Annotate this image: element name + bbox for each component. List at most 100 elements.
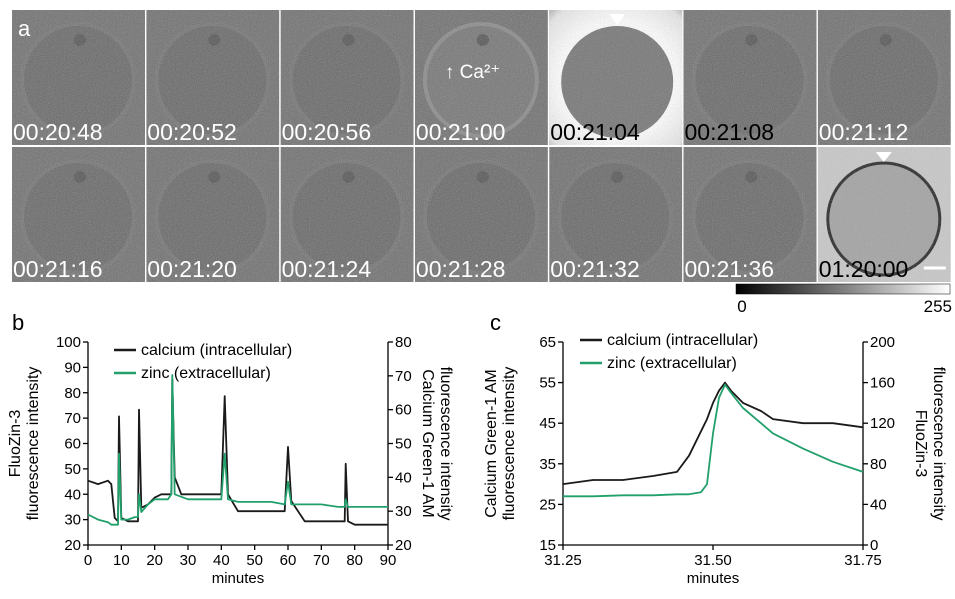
- micrograph: 00:21:36: [683, 147, 817, 282]
- y-tick-label: 25: [539, 496, 556, 513]
- timestamp: 00:21:08: [685, 119, 775, 145]
- y2-tick-label: 0: [870, 537, 878, 554]
- micrograph: 01:20:00: [817, 147, 951, 282]
- micrograph: 00:21:16: [12, 147, 145, 282]
- y2-tick-label: 70: [395, 368, 412, 385]
- y-tick-label: 90: [64, 359, 81, 376]
- y2-tick-label: 160: [870, 375, 895, 392]
- x-tick-label: 31.50: [694, 552, 732, 569]
- timestamp: 00:20:48: [13, 119, 103, 145]
- x-tick-label: 90: [380, 552, 397, 569]
- y2-axis-label: Calcium Green-1 AM: [419, 369, 436, 518]
- y2-tick-label: 80: [395, 334, 412, 351]
- timestamp: 00:21:12: [819, 119, 909, 145]
- micrograph: 00:21:28: [414, 147, 548, 282]
- micrograph: 00:21:20: [146, 147, 280, 282]
- noise: [414, 10, 548, 145]
- noise: [549, 10, 683, 145]
- y-tick-label: 35: [539, 456, 556, 473]
- noise: [683, 10, 817, 145]
- y-tick-label: 50: [64, 461, 81, 478]
- legend-label: zinc (extracellular): [607, 355, 737, 372]
- series-line: [563, 383, 864, 498]
- y-axis-label: fluorescence intensity: [25, 367, 42, 521]
- x-tick-label: 40: [213, 552, 230, 569]
- timestamp: 00:21:28: [416, 256, 506, 282]
- timestamp: 01:20:00: [819, 256, 909, 282]
- noise: [146, 10, 280, 145]
- panel-label: a: [18, 16, 31, 41]
- series-line: [562, 381, 864, 485]
- y-tick-label: 80: [64, 385, 81, 402]
- series-line: [87, 374, 388, 526]
- noise: [280, 147, 414, 282]
- colorbar-label: 255: [924, 297, 952, 316]
- x-axis-label: minutes: [212, 570, 265, 587]
- noise: [549, 147, 683, 282]
- y-tick-label: 30: [64, 512, 81, 529]
- noise: [817, 10, 951, 145]
- y2-axis-label: fluorescence intensity: [930, 367, 947, 521]
- noise: [414, 147, 548, 282]
- x-tick-label: 30: [180, 552, 197, 569]
- y2-axis-label: fluorescence intensity: [437, 367, 454, 521]
- noise: [12, 147, 145, 282]
- y2-tick-label: 20: [395, 537, 412, 554]
- timestamp: 00:20:56: [282, 119, 372, 145]
- noise: [280, 10, 414, 145]
- x-tick-label: 60: [280, 552, 297, 569]
- y-tick-label: 55: [539, 375, 556, 392]
- noise: [12, 10, 145, 145]
- micrograph: 00:21:04: [549, 10, 683, 145]
- y2-tick-label: 80: [870, 456, 887, 473]
- y-tick-label: 65: [539, 334, 556, 351]
- x-tick-label: 80: [346, 552, 363, 569]
- x-axis-label: minutes: [687, 570, 740, 587]
- timestamp: 00:21:32: [550, 256, 640, 282]
- legend-label: calcium (intracellular): [141, 342, 292, 359]
- y2-tick-label: 30: [395, 503, 412, 520]
- timestamp: 00:20:52: [147, 119, 237, 145]
- noise: [817, 147, 951, 282]
- y-tick-label: 70: [64, 410, 81, 427]
- y2-tick-label: 50: [395, 436, 412, 453]
- legend-label: zinc (extracellular): [141, 365, 271, 382]
- micrograph: 00:21:08: [683, 10, 817, 145]
- timestamp: 00:21:04: [550, 119, 640, 145]
- y-axis-label: Calcium Green-1 AM: [483, 369, 500, 518]
- y-tick-label: 60: [64, 436, 81, 453]
- series-line: [87, 378, 388, 526]
- x-tick-label: 31.75: [844, 552, 882, 569]
- legend-label: calcium (intracellular): [607, 332, 758, 349]
- y-axis-label: fluorescence intensity: [501, 367, 518, 521]
- timestamp: 00:21:24: [282, 256, 372, 282]
- y2-tick-label: 40: [870, 496, 887, 513]
- y-tick-label: 20: [64, 537, 81, 554]
- micrograph: 00:21:32: [549, 147, 683, 282]
- timestamp: 00:21:16: [13, 256, 103, 282]
- arrowhead: [609, 14, 626, 25]
- micrograph: 00:20:56: [280, 10, 414, 145]
- micrograph: 00:21:24: [280, 147, 414, 282]
- y-tick-label: 15: [539, 537, 556, 554]
- x-tick-label: 50: [246, 552, 263, 569]
- micrograph: 00:21:12: [817, 10, 951, 145]
- y2-tick-label: 40: [395, 469, 412, 486]
- x-tick-label: 0: [84, 552, 92, 569]
- x-tick-label: 20: [146, 552, 163, 569]
- y-tick-label: 100: [56, 334, 81, 351]
- x-tick-label: 31.25: [544, 552, 582, 569]
- y-tick-label: 40: [64, 486, 81, 503]
- x-tick-label: 70: [313, 552, 330, 569]
- colorbar-label: 0: [737, 297, 746, 316]
- panel-label: b: [12, 310, 24, 335]
- timestamp: 00:21:20: [147, 256, 237, 282]
- micrograph: 00:20:52: [146, 10, 280, 145]
- panel-label: c: [490, 310, 501, 335]
- y-axis-label: FluoZin-3: [7, 410, 24, 478]
- noise: [146, 147, 280, 282]
- timestamp: 00:21:36: [685, 256, 775, 282]
- y-tick-label: 45: [539, 415, 556, 432]
- y2-tick-label: 200: [870, 334, 895, 351]
